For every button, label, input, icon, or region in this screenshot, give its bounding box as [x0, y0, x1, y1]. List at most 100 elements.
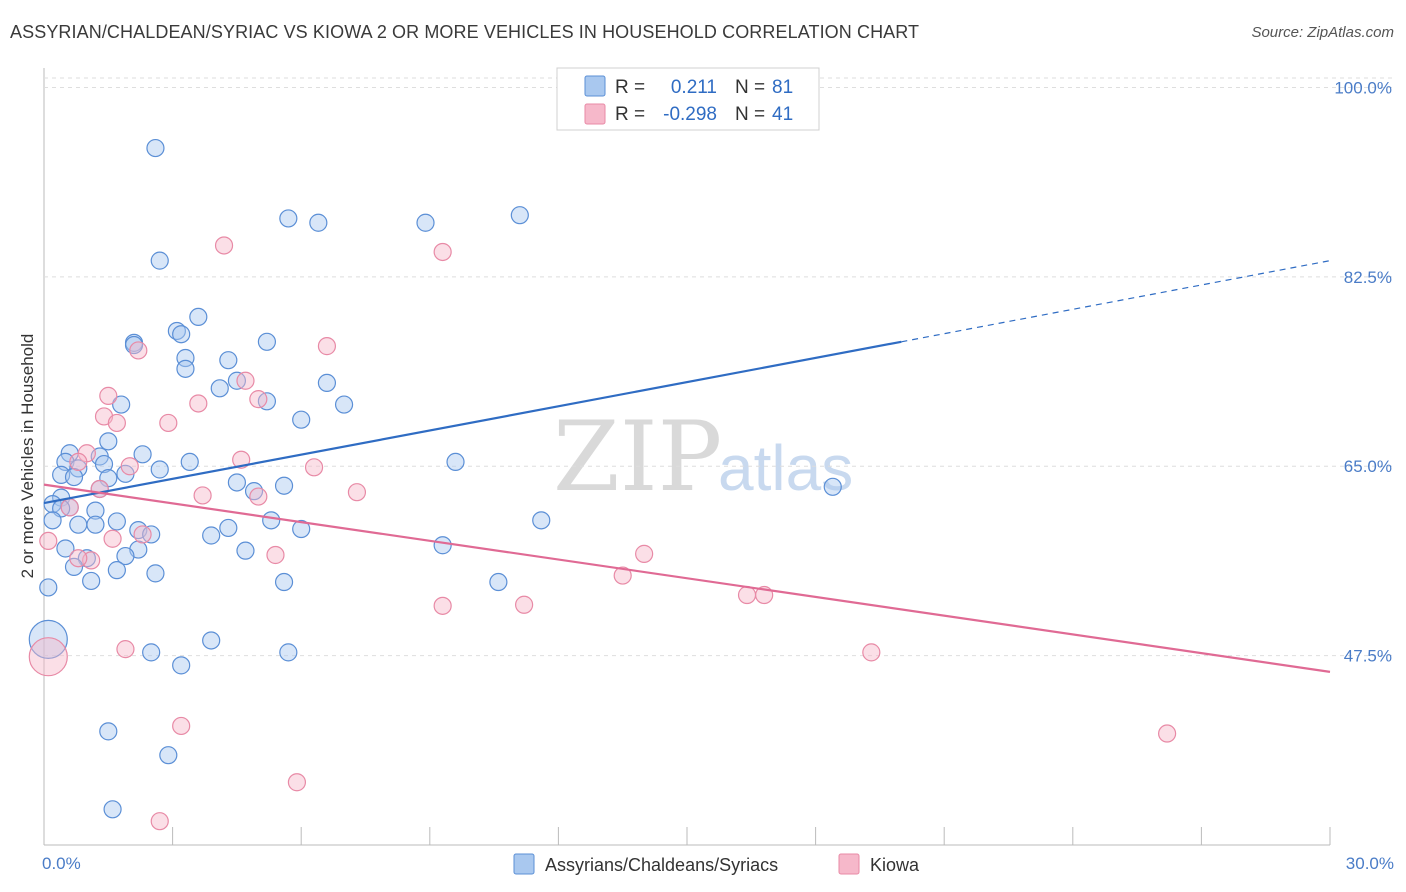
bottom-legend: Assyrians/Chaldeans/Syriacs Kiowa	[513, 853, 920, 875]
y-tick-label-1: 82.5%	[1344, 268, 1392, 287]
assyrians-point-72	[279, 643, 298, 662]
assyrians-point-57	[433, 536, 452, 555]
assyrians-point-59	[236, 541, 255, 560]
gridlines	[44, 77, 1392, 657]
assyrians-point-38	[823, 477, 842, 496]
bottom-legend-label-kiowa: Kiowa	[870, 855, 920, 875]
assyrians-point-12	[176, 348, 195, 368]
assyrians-point-76	[103, 800, 122, 819]
assyrians-point-47	[262, 511, 281, 530]
assyrians-point-52	[219, 518, 238, 538]
kiowa-point-21	[133, 525, 152, 544]
assyrians-point-48	[532, 511, 551, 530]
watermark-zip: ZIP	[553, 401, 722, 513]
assyrians-point-68	[489, 572, 508, 592]
kiowa-point-2	[317, 337, 337, 356]
assyrians-point-0	[146, 138, 165, 158]
assyrians-point-8	[172, 325, 191, 344]
trend-lines	[43, 260, 1331, 673]
assyrians-point-46	[43, 511, 62, 530]
assyrians-trend-line	[43, 340, 902, 505]
assyrians-point-45	[86, 501, 105, 520]
legend-n-label-1: N =	[735, 77, 765, 98]
assyrians-point-36	[227, 473, 246, 492]
x-tick-labels: 0.0% 30.0%	[42, 854, 1394, 873]
kiowa-point-35	[172, 716, 191, 736]
kiowa-point-16	[347, 483, 367, 502]
x-tick-label-0: 0.0%	[42, 854, 81, 873]
kiowa-point-31	[433, 596, 452, 615]
chart-title: ASSYRIAN/CHALDEAN/SYRIAC VS KIOWA 2 OR M…	[10, 22, 920, 42]
assyrians-point-70	[202, 631, 221, 650]
legend-swatch-pink	[584, 103, 606, 125]
legend-n-value-1: 81	[772, 77, 793, 98]
kiowa-point-34	[862, 643, 881, 662]
assyrians-point-13	[219, 351, 238, 370]
legend-r-value-1: 0.211	[671, 77, 717, 98]
assyrians-large-point-0	[28, 619, 68, 659]
kiowa-large-point-0	[28, 637, 68, 677]
assyrians-point-5	[510, 206, 529, 225]
x-tick-label-1: 30.0%	[1346, 854, 1394, 873]
kiowa-point-3	[129, 341, 148, 360]
assyrians-point-65	[146, 564, 165, 583]
kiowa-point-13	[120, 457, 139, 476]
kiowa-point-19	[90, 479, 109, 499]
kiowa-point-33	[116, 640, 135, 659]
legend-box: R = 0.211 N = 81 R = -0.298 N = 41	[556, 67, 820, 131]
kiowa-point-25	[266, 545, 285, 565]
assyrians-point-30	[69, 459, 88, 478]
assyrians-point-67	[274, 572, 294, 592]
kiowa-point-15	[304, 458, 324, 477]
legend-r-label-1: R =	[615, 77, 645, 98]
x-tick-marks	[43, 827, 1331, 845]
watermark-atlas: atlas	[718, 432, 853, 504]
assyrians-point-19	[334, 395, 354, 414]
assyrians-point-11	[257, 332, 277, 351]
kiowa-point-0	[214, 236, 234, 255]
kiowa-point-37	[287, 773, 307, 792]
legend-r-value-2: -0.298	[663, 104, 717, 125]
assyrians-point-14	[176, 359, 195, 378]
assyrians-point-4	[416, 213, 435, 232]
assyrians-point-27	[180, 452, 199, 472]
bottom-legend-label-assyrians: Assyrians/Chaldeans/Syriacs	[545, 855, 778, 875]
kiowa-point-1	[433, 242, 452, 262]
legend-swatch-blue	[584, 75, 606, 97]
assyrians-trend-line-extension	[901, 260, 1331, 343]
assyrians-point-73	[172, 656, 191, 675]
assyrians-point-53	[292, 519, 311, 539]
kiowa-point-12	[232, 450, 251, 469]
assyrians-point-1	[150, 251, 169, 270]
assyrians-point-16	[317, 373, 337, 393]
assyrians-point-61	[116, 546, 135, 566]
assyrians-point-51	[86, 515, 105, 534]
legend-n-value-2: 41	[772, 104, 793, 125]
assyrians-point-63	[64, 557, 84, 576]
assyrians-point-37	[274, 476, 294, 495]
y-axis-label: 2 or more Vehicles in Household	[18, 334, 37, 579]
kiowa-point-5	[189, 394, 208, 413]
assyrians-point-17	[210, 379, 229, 398]
bottom-legend-swatch-blue	[513, 853, 535, 875]
y-tick-label-2: 65.0%	[1344, 457, 1392, 476]
kiowa-point-17	[193, 486, 212, 505]
source-label: Source: ZipAtlas.com	[1251, 24, 1394, 41]
series-kiowa-points	[28, 236, 1177, 831]
assyrians-point-66	[82, 571, 101, 591]
assyrians-point-2	[279, 209, 298, 228]
y-tick-label-3: 47.5%	[1344, 647, 1392, 666]
kiowa-point-7	[249, 390, 268, 409]
kiowa-point-36	[1158, 724, 1177, 743]
kiowa-point-20	[60, 498, 79, 517]
legend-n-label-2: N =	[735, 104, 765, 125]
assyrians-point-31	[150, 460, 169, 479]
assyrians-point-64	[107, 561, 126, 580]
y-tick-labels: 100.0% 82.5% 65.0% 47.5%	[1334, 78, 1392, 665]
kiowa-point-9	[107, 413, 126, 433]
kiowa-trend-line	[43, 483, 1331, 673]
kiowa-point-23	[39, 531, 58, 551]
assyrians-point-21	[292, 410, 311, 429]
kiowa-point-10	[159, 413, 178, 433]
